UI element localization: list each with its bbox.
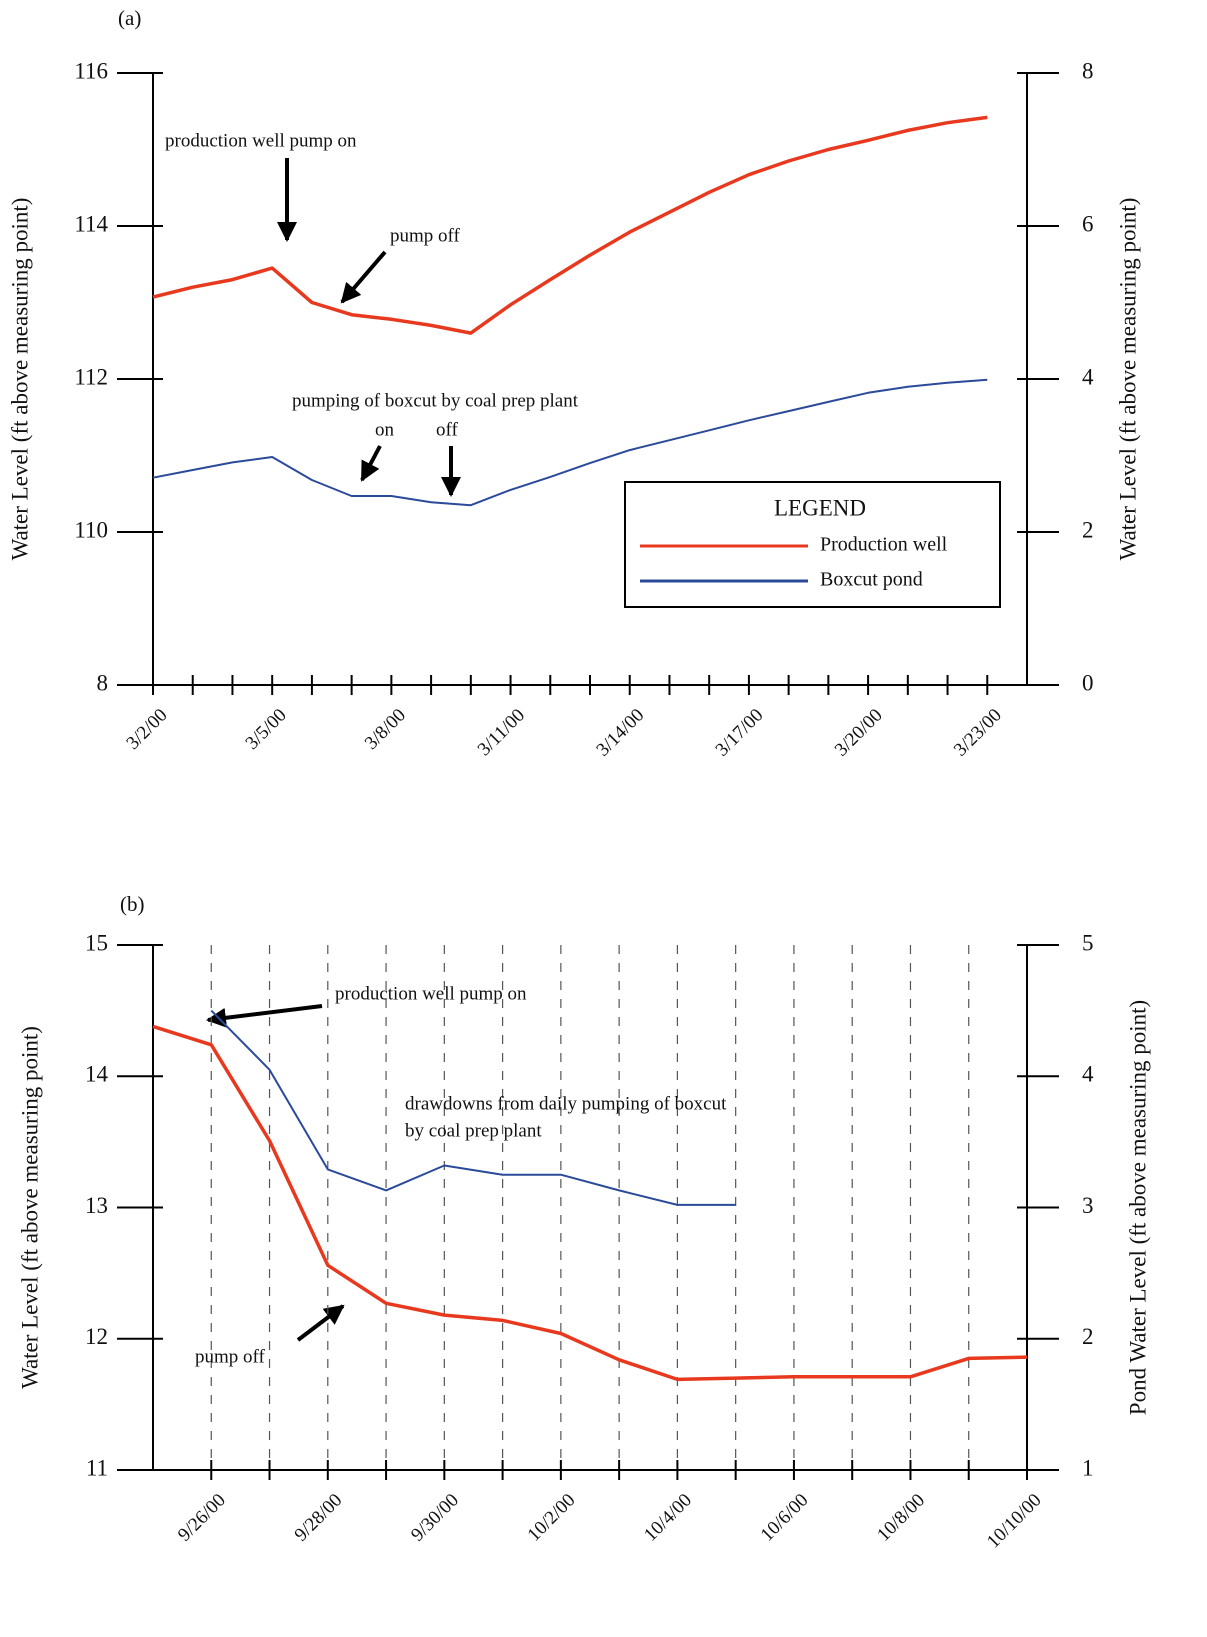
x-tick-label: 3/20/00 [831,705,887,761]
x-tick-label: 3/2/00 [122,705,171,754]
y2-tick-label: 3 [1082,1193,1094,1218]
y-tick-label: 114 [74,211,108,236]
y2-axis-title: Water Level (ft above measuring point) [1115,198,1140,561]
annotation: pump off [390,225,461,246]
y-tick-label: 12 [85,1324,108,1349]
y-tick-label: 11 [86,1455,108,1480]
annotation: drawdowns from daily pumping of boxcut [405,1093,727,1114]
x-tick-label: 3/23/00 [950,705,1006,761]
y2-tick-label: 4 [1082,364,1094,389]
annotation: off [436,419,458,440]
x-tick-label: 10/8/00 [873,1490,929,1546]
y2-axis-title: Pond Water Level (ft above measuring poi… [1125,1000,1150,1415]
arrow [206,1004,323,1028]
y2-tick-label: 2 [1082,1324,1094,1349]
legend-title: LEGEND [774,495,866,520]
x-tick-label: 10/10/00 [983,1490,1046,1553]
x-tick-label: 3/17/00 [712,705,768,761]
series-line [152,115,988,335]
arrow [296,1304,345,1342]
annotation: production well pump on [165,130,357,151]
x-tick-label: 9/30/00 [407,1490,463,1546]
y-tick-label: 116 [74,58,108,83]
x-tick-label: 10/2/00 [524,1490,580,1546]
x-tick-label: 10/4/00 [640,1490,696,1546]
y2-tick-label: 5 [1082,930,1094,955]
panel-label: (a) [118,6,141,30]
annotation: production well pump on [335,983,527,1004]
y2-tick-label: 6 [1082,211,1094,236]
annotation: on [375,419,395,440]
y-tick-label: 13 [85,1193,108,1218]
y-tick-label: 112 [74,364,108,389]
y-tick-label: 110 [74,517,108,542]
x-tick-label: 3/8/00 [361,705,410,754]
y2-tick-label: 2 [1082,517,1094,542]
x-tick-label: 3/5/00 [242,705,291,754]
y2-tick-label: 0 [1082,670,1094,695]
y-axis-title: Water Level (ft above measuring point) [17,1026,42,1389]
legend-label: Production well [820,534,948,556]
legend-label: Boxcut pond [820,569,923,591]
panel-label: (b) [120,892,145,916]
x-tick-label: 9/26/00 [174,1490,230,1546]
x-tick-label: 3/14/00 [592,705,648,761]
annotation: pumping of boxcut by coal prep plant [292,390,579,411]
y-tick-label: 8 [97,670,109,695]
series-line [152,1024,1028,1382]
y2-tick-label: 1 [1082,1455,1094,1480]
annotation: pump off [195,1346,266,1367]
arrow [360,445,382,482]
series-line [210,1009,736,1206]
arrows [206,158,461,1342]
annotation: by coal prep plant [405,1120,542,1141]
y2-tick-label: 4 [1082,1062,1094,1087]
y2-tick-label: 8 [1082,58,1094,83]
y-tick-label: 15 [85,930,108,955]
x-tick-label: 3/11/00 [474,705,529,760]
y-tick-label: 14 [85,1062,109,1087]
y-axis-title: Water Level (ft above measuring point) [7,198,32,561]
series-line [152,378,988,507]
arrow [340,250,387,304]
x-tick-label: 10/6/00 [757,1490,813,1546]
x-tick-label: 9/28/00 [291,1490,347,1546]
